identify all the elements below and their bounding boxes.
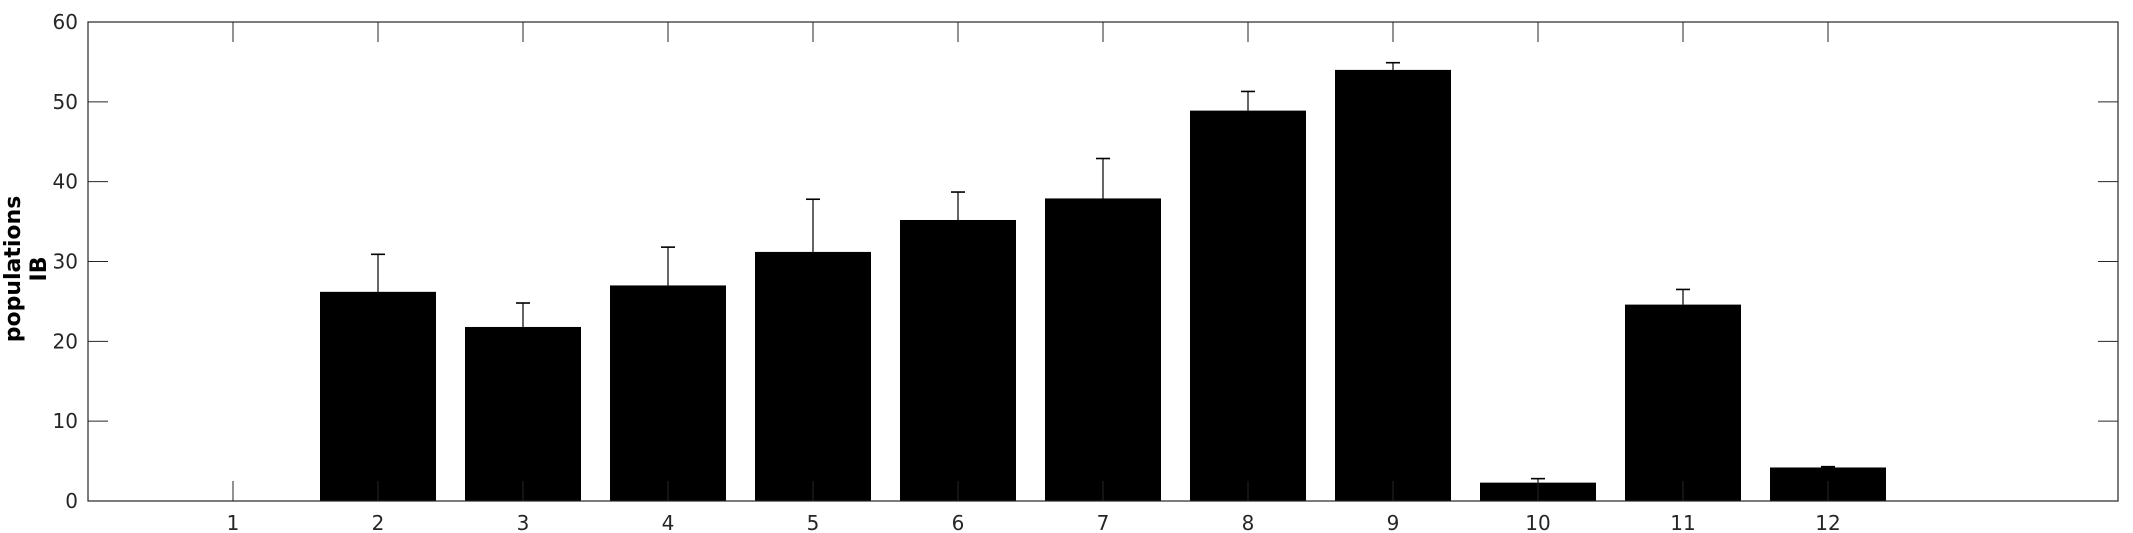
bar-3 (465, 326, 581, 501)
y-axis-label: populations IB (1, 196, 52, 343)
y-tick-label-10: 10 (53, 409, 78, 433)
x-tick-label-5: 5 (807, 511, 820, 533)
error-bar-9 (1386, 61, 1400, 70)
y-tick-label-20: 20 (53, 329, 78, 353)
error-bar-12 (1821, 465, 1835, 468)
x-tick-label-3: 3 (517, 511, 530, 533)
x-tick-label-9: 9 (1387, 511, 1400, 533)
x-tick-label-11: 11 (1670, 511, 1695, 533)
bar-4 (610, 285, 726, 501)
bar-11 (1625, 304, 1741, 501)
y-tick-label-60: 60 (53, 10, 78, 34)
x-tick-label-2: 2 (372, 511, 385, 533)
x-tick-label-6: 6 (952, 511, 965, 533)
y-tick-label-0: 0 (65, 489, 78, 513)
x-tick-labels: 1 2 3 4 5 6 7 8 9 10 11 12 (227, 511, 1841, 533)
y-tick-label-50: 50 (53, 90, 78, 114)
error-bar-3 (516, 302, 530, 327)
error-bar-2 (371, 253, 385, 292)
error-bar-6 (951, 191, 965, 220)
bar-6 (900, 219, 1016, 501)
x-tick-label-12: 12 (1815, 511, 1840, 533)
plot-frame (87, 21, 2119, 502)
error-bar-7 (1096, 157, 1110, 199)
x-tick-label-1: 1 (227, 511, 240, 533)
error-bar-4 (661, 246, 675, 286)
bars (320, 69, 1886, 502)
bar-8 (1190, 110, 1306, 502)
y-tick-label-30: 30 (53, 250, 78, 274)
error-bar-5 (806, 198, 820, 252)
bar-7 (1045, 198, 1161, 501)
error-bars (371, 61, 1835, 483)
x-tick-label-7: 7 (1097, 511, 1110, 533)
error-bar-11 (1676, 288, 1690, 305)
bar-5 (755, 251, 871, 501)
y-axis-label-line-1: populations (1, 196, 26, 343)
x-tick-label-4: 4 (662, 511, 675, 533)
x-tick-label-10: 10 (1525, 511, 1550, 533)
y-axis-label-line-2: IB (27, 257, 52, 282)
y-tick-label-40: 40 (53, 170, 78, 194)
bar-9 (1335, 69, 1451, 502)
ticks (88, 21, 2118, 502)
bar-2 (320, 291, 436, 501)
y-tick-labels: 0 10 20 30 40 50 60 (53, 10, 78, 513)
x-tick-label-8: 8 (1242, 511, 1255, 533)
error-bar-8 (1241, 90, 1255, 111)
